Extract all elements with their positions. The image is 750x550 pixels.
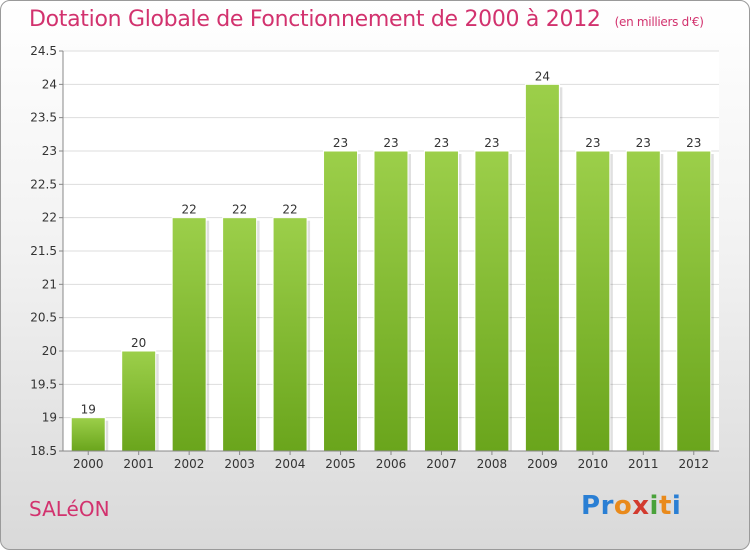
logo-letter: P (581, 491, 601, 521)
bar-value-label: 22 (182, 203, 197, 217)
bar (474, 150, 510, 452)
bar (272, 217, 308, 452)
bar-value-label: 23 (333, 136, 348, 150)
proxiti-logo: Proxiti (581, 491, 681, 521)
bar (323, 150, 359, 452)
bar-value-label: 24 (535, 69, 550, 83)
bar (575, 150, 611, 452)
chart-title: Dotation Globale de Fonctionnement de 20… (29, 7, 704, 32)
bar-value-label: 23 (484, 136, 499, 150)
logo-letter: x (632, 491, 650, 521)
bar-value-label: 19 (81, 403, 96, 417)
unit-note: (en milliers d'€) (614, 15, 704, 29)
logo-letter: i (649, 491, 659, 521)
bar (121, 350, 157, 452)
bar-value-label: 22 (282, 203, 297, 217)
y-tick-label: 19 (42, 411, 57, 425)
bar (524, 83, 560, 452)
x-tick-label: 2009 (527, 457, 558, 471)
x-tick-label: 2002 (174, 457, 205, 471)
bar-value-label: 23 (585, 136, 600, 150)
x-tick-label: 2007 (426, 457, 457, 471)
bar (625, 150, 661, 452)
bar (373, 150, 409, 452)
title-text: Dotation Globale de Fonctionnement de 20… (29, 7, 601, 32)
logo-letter: o (613, 491, 633, 521)
y-tick-label: 21 (42, 277, 57, 291)
bar-value-label: 23 (434, 136, 449, 150)
y-tick-label: 24.5 (30, 44, 57, 58)
bar-value-label: 23 (686, 136, 701, 150)
x-tick-label: 2004 (275, 457, 306, 471)
logo-letter: t (658, 491, 672, 521)
y-tick-label: 21.5 (30, 244, 57, 258)
bar-value-label: 22 (232, 203, 247, 217)
bar-value-label: 23 (383, 136, 398, 150)
x-tick-label: 2001 (123, 457, 154, 471)
x-tick-label: 2012 (678, 457, 709, 471)
commune-name: SALéON (29, 497, 110, 521)
bar (171, 217, 207, 452)
bar (423, 150, 459, 452)
logo-letter: i (671, 491, 682, 521)
bar (70, 417, 106, 452)
x-tick-label: 2008 (477, 457, 508, 471)
y-tick-label: 22 (42, 211, 57, 225)
bar-value-label: 23 (636, 136, 651, 150)
x-tick-label: 2005 (325, 457, 356, 471)
y-tick-label: 22.5 (30, 177, 57, 191)
y-tick-label: 18.5 (30, 444, 57, 458)
logo-letter: r (600, 491, 614, 521)
bar (676, 150, 712, 452)
y-tick-label: 24 (42, 77, 57, 91)
x-tick-label: 2010 (578, 457, 609, 471)
y-tick-label: 19.5 (30, 377, 57, 391)
y-tick-label: 20.5 (30, 311, 57, 325)
x-tick-label: 2000 (73, 457, 104, 471)
bar (222, 217, 258, 452)
y-tick-label: 20 (42, 344, 57, 358)
y-tick-label: 23.5 (30, 111, 57, 125)
x-tick-label: 2003 (224, 457, 255, 471)
y-tick-label: 23 (42, 144, 57, 158)
bar-value-label: 20 (131, 336, 146, 350)
x-tick-label: 2011 (628, 457, 659, 471)
x-tick-label: 2006 (376, 457, 407, 471)
